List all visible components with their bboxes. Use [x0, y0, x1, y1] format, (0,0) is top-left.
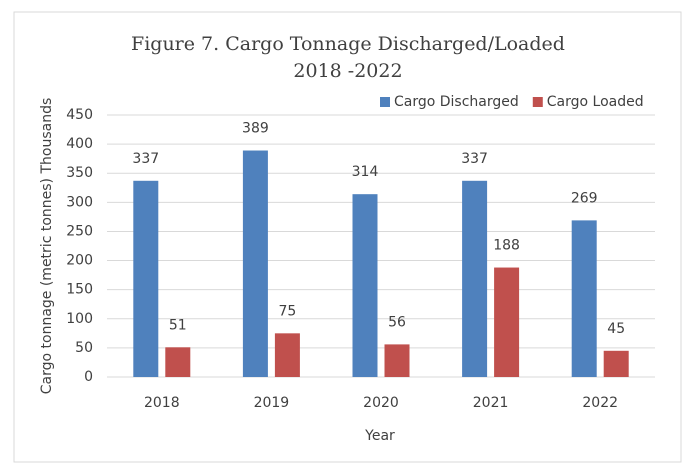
data-label: 51: [169, 317, 187, 333]
legend-swatch: [532, 97, 543, 107]
data-label: 269: [571, 190, 598, 206]
bar: [133, 180, 159, 377]
x-axis-label: Year: [364, 428, 395, 444]
legend-label: Cargo Loaded: [547, 94, 644, 110]
data-label: 75: [278, 303, 296, 319]
bar: [603, 350, 629, 377]
data-label: 389: [242, 121, 269, 137]
y-tick-label: 250: [66, 223, 93, 239]
y-tick-label: 50: [75, 340, 93, 356]
y-tick-label: 400: [66, 136, 93, 152]
chart-title: Figure 7. Cargo Tonnage Discharged/Loade…: [131, 33, 565, 55]
y-tick-label: 200: [66, 253, 93, 269]
bar: [462, 180, 488, 377]
bar: [165, 347, 191, 377]
data-label: 337: [461, 151, 488, 167]
bar: [571, 220, 597, 377]
chart-frame: [13, 11, 682, 463]
chart-subtitle: 2018 -2022: [293, 60, 402, 82]
data-label: 314: [352, 164, 379, 180]
data-label: 337: [132, 151, 159, 167]
data-label: 56: [388, 314, 406, 330]
x-tick-label: 2020: [363, 395, 399, 411]
bar: [274, 333, 300, 377]
y-axis-label: Cargo tonnage (metric tonnes) Thousands: [39, 98, 55, 395]
legend-swatch: [380, 97, 390, 107]
data-label: 45: [607, 321, 625, 337]
y-tick-label: 300: [66, 194, 93, 210]
x-tick-label: 2018: [144, 395, 180, 411]
legend-label: Cargo Discharged: [394, 94, 519, 110]
y-tick-label: 0: [84, 369, 93, 385]
bar: [494, 267, 520, 377]
bar: [242, 150, 268, 377]
x-tick-label: 2021: [473, 395, 509, 411]
y-tick-label: 150: [66, 282, 93, 298]
y-tick-label: 100: [66, 311, 93, 327]
bar: [352, 194, 378, 377]
x-tick-label: 2019: [254, 395, 290, 411]
x-tick-label: 2022: [582, 395, 618, 411]
data-label: 188: [493, 238, 520, 254]
y-tick-label: 350: [66, 165, 93, 181]
y-tick-label: 450: [66, 107, 93, 123]
bar: [384, 344, 410, 377]
